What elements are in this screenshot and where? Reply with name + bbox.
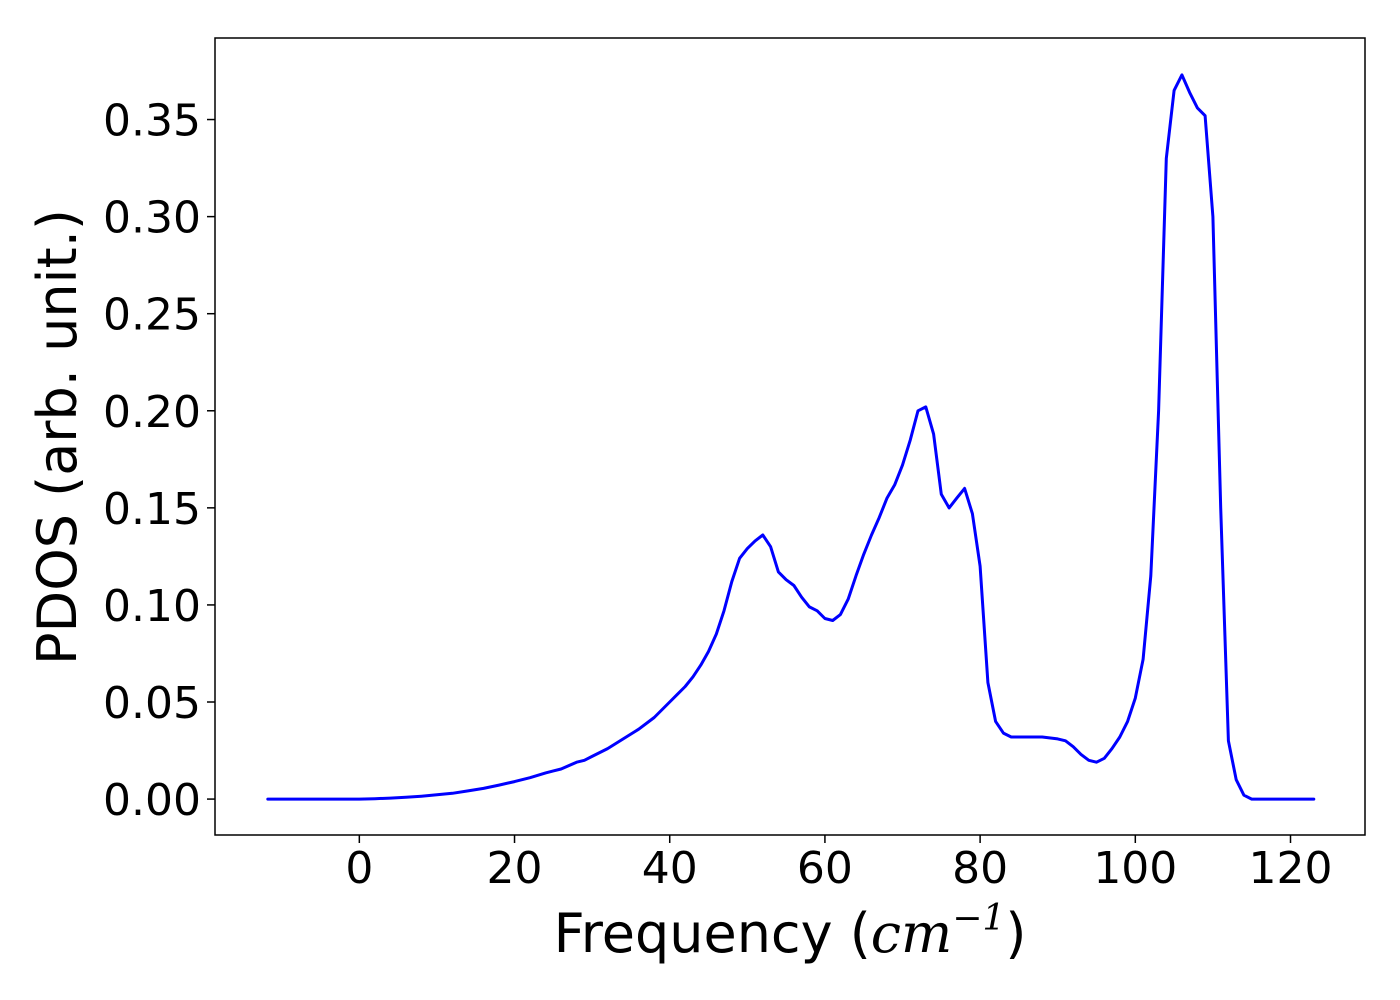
y-tick-label: 0.05 bbox=[103, 678, 201, 729]
x-axis-label-close: ) bbox=[1005, 902, 1026, 965]
x-tick-label: 120 bbox=[1249, 843, 1333, 894]
x-tick-label: 100 bbox=[1093, 843, 1177, 894]
y-tick-label: 0.00 bbox=[103, 775, 201, 826]
x-tick-label: 80 bbox=[952, 843, 1008, 894]
y-tick-label: 0.30 bbox=[103, 193, 201, 244]
x-tick-label: 20 bbox=[487, 843, 543, 894]
x-tick-label: 40 bbox=[642, 843, 698, 894]
y-tick-label: 0.15 bbox=[103, 484, 201, 535]
x-axis-label-text: Frequency ( bbox=[554, 902, 871, 965]
y-tick-label: 0.10 bbox=[103, 581, 201, 632]
y-tick-label: 0.35 bbox=[103, 96, 201, 147]
x-tick-label: 60 bbox=[797, 843, 853, 894]
y-tick-label: 0.25 bbox=[103, 290, 201, 341]
y-axis: 0.00 0.05 0.10 0.15 0.20 0.25 0.30 0.35 bbox=[103, 96, 215, 826]
y-axis-label: PDOS (arb. unit.) bbox=[26, 209, 89, 665]
x-axis: 0 20 40 60 80 100 120 bbox=[345, 835, 1332, 894]
x-tick-label: 0 bbox=[345, 843, 373, 894]
plot-area bbox=[266, 73, 1316, 801]
pdos-series-line bbox=[266, 73, 1316, 801]
plot-frame bbox=[214, 37, 1366, 836]
x-axis-label-exponent: −1 bbox=[952, 898, 1005, 939]
y-tick-label: 0.20 bbox=[103, 387, 201, 438]
x-axis-label-math: cm bbox=[871, 902, 952, 965]
x-axis-label: Frequency (cm−1) bbox=[554, 898, 1027, 965]
